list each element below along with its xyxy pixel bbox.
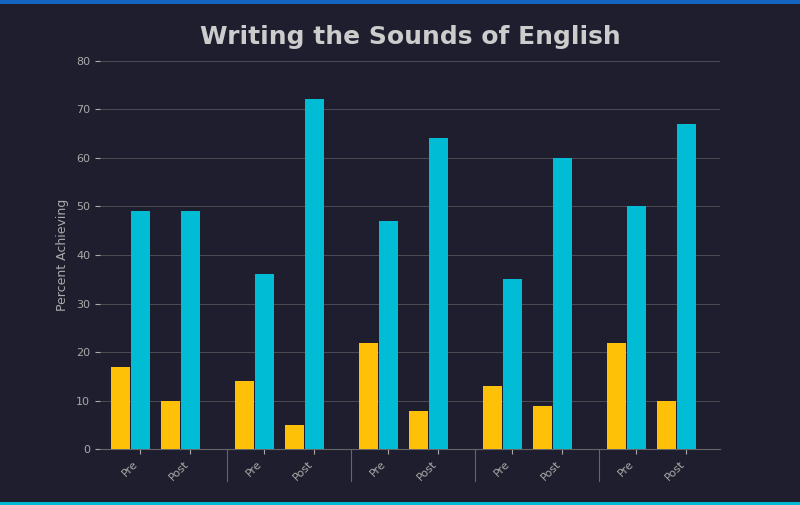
Bar (161, 401, 180, 449)
Bar (429, 138, 448, 449)
Bar (626, 207, 646, 449)
Bar (378, 221, 398, 449)
Bar (305, 99, 324, 449)
Bar (657, 401, 676, 449)
Bar (358, 342, 378, 449)
Y-axis label: Percent Achieving: Percent Achieving (56, 199, 70, 311)
Bar (553, 158, 572, 449)
Bar (502, 279, 522, 449)
Bar (181, 211, 200, 449)
Bar (234, 381, 254, 449)
Title: Writing the Sounds of English: Writing the Sounds of English (200, 25, 620, 49)
Bar (110, 367, 130, 449)
Bar (409, 411, 428, 449)
Bar (482, 386, 502, 449)
Bar (677, 124, 696, 449)
Bar (606, 342, 626, 449)
Bar (285, 425, 304, 449)
Bar (254, 275, 274, 449)
Bar (533, 406, 552, 449)
Bar (130, 211, 150, 449)
